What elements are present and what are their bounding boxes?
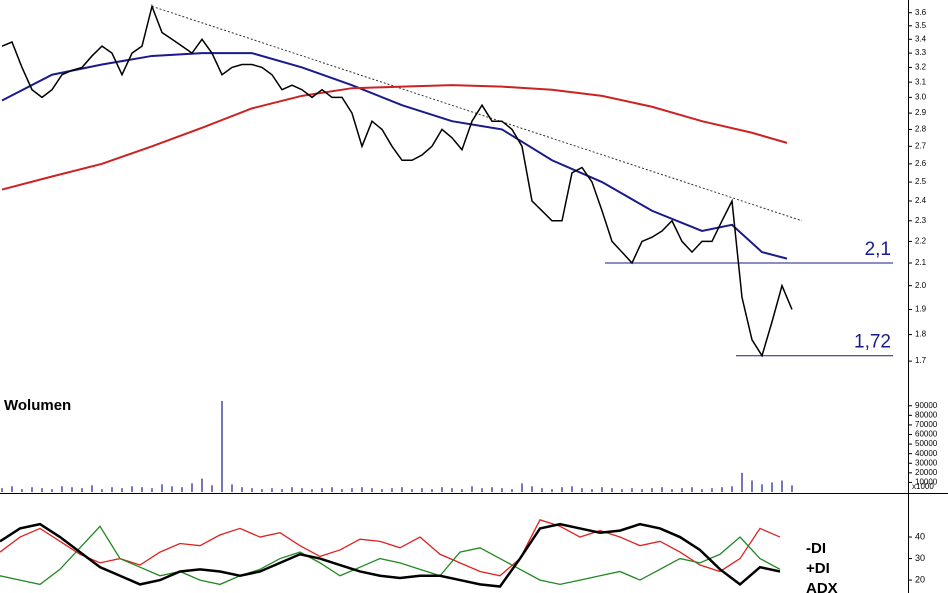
legend-label: +DI	[806, 560, 830, 577]
y-tick-label: 2.0	[915, 281, 927, 290]
legend-label: -DI	[806, 540, 826, 557]
y-tick-label: 2.6	[915, 159, 927, 168]
y-tick-label: 2.3	[915, 216, 927, 225]
y-tick-label: 1.8	[915, 330, 927, 339]
y-tick-label: 40	[915, 531, 925, 541]
y-tick-label: 20000	[915, 468, 938, 477]
y-tick-label: 40000	[915, 449, 938, 458]
y-tick-label: 2.4	[915, 196, 927, 205]
y-tick-label: 3.3	[915, 48, 927, 57]
y-tick-label: 3.1	[915, 77, 927, 86]
y-tick-label: 2.7	[915, 141, 927, 150]
indicator-line	[0, 519, 781, 577]
volume-unit: x1000	[912, 482, 934, 491]
indicator-line	[0, 522, 781, 588]
y-tick-label: 10000	[915, 478, 938, 487]
y-tick-label: 20	[915, 574, 925, 584]
moving-average	[1, 84, 788, 191]
y-tick-label: 2.5	[915, 177, 927, 186]
y-tick-label: 2.1	[915, 258, 927, 267]
level-label: 2,1	[865, 239, 891, 260]
y-tick-label: 2.2	[915, 237, 927, 246]
y-tick-label: 60000	[915, 430, 938, 439]
price-line	[1, 3, 793, 358]
y-tick-label: 70000	[915, 420, 938, 429]
y-tick-label: 50000	[915, 439, 938, 448]
y-tick-label: 3.4	[915, 34, 927, 43]
y-tick-label: 1.9	[915, 305, 927, 314]
y-tick-label: 3.5	[915, 21, 927, 30]
level-label: 1,72	[854, 332, 891, 353]
y-tick-label: 2.9	[915, 108, 927, 117]
y-tick-label: 2.8	[915, 125, 927, 134]
y-tick-label: 3.0	[915, 92, 927, 101]
indicator-line	[0, 525, 781, 586]
y-tick-label: 3.6	[915, 8, 927, 17]
moving-average	[1, 52, 788, 260]
y-tick-label: 80000	[915, 410, 938, 419]
y-tick-label: 90000	[915, 401, 938, 410]
volume-title: Wolumen	[4, 397, 71, 414]
legend-label: ADX	[806, 580, 838, 593]
y-tick-label: 1.7	[915, 356, 927, 365]
y-tick-label: 3.2	[915, 63, 927, 72]
y-tick-label: 30000	[915, 458, 938, 467]
y-tick-label: 30	[915, 553, 925, 563]
